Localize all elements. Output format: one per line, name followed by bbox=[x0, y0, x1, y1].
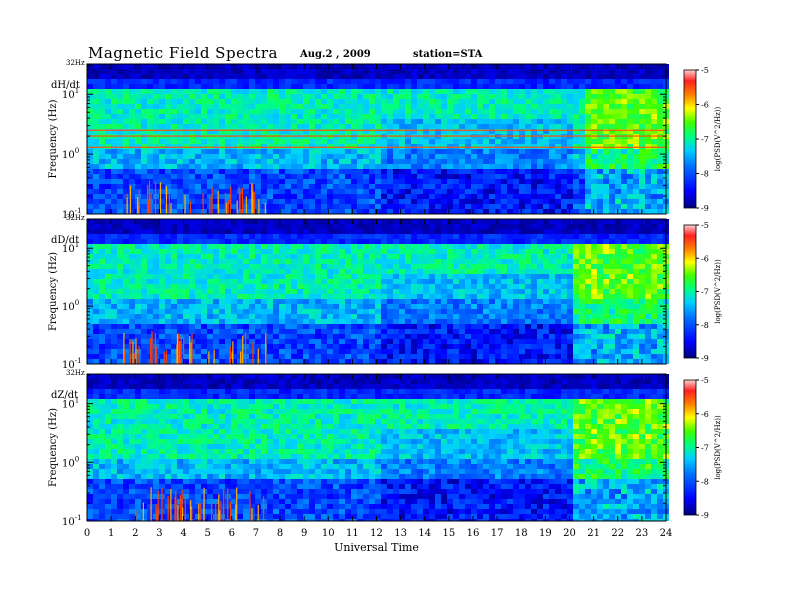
colorbar-label: log(PSD(V^2/Hz)) bbox=[714, 415, 722, 480]
x-tick-label: 15 bbox=[443, 528, 456, 539]
colorbar-tick-label: -8 bbox=[701, 170, 709, 179]
x-tick-label: 20 bbox=[563, 528, 576, 539]
colorbar-tick-label: -5 bbox=[701, 221, 709, 230]
spectrogram-cells bbox=[87, 64, 669, 214]
chart-title: Magnetic Field Spectra bbox=[88, 44, 278, 62]
colorbar-gradient bbox=[683, 379, 697, 516]
y-tick-label: 101 bbox=[62, 87, 79, 101]
y-tick-label: 10-1 bbox=[62, 514, 82, 528]
panel-label: dZ/dt bbox=[51, 390, 78, 401]
colorbar-tick-label: -6 bbox=[701, 254, 709, 263]
x-axis-label: Universal Time bbox=[334, 541, 419, 554]
x-tick-label: 21 bbox=[587, 528, 600, 539]
x-tick-label: 9 bbox=[301, 528, 307, 539]
x-tick-label: 22 bbox=[611, 528, 624, 539]
colorbar-tick-label: -6 bbox=[701, 410, 709, 419]
x-tick-label: 0 bbox=[84, 528, 90, 539]
y-tick-label: 100 bbox=[62, 147, 79, 161]
x-tick-label: 3 bbox=[156, 528, 162, 539]
y-axis-label: Frequency (Hz) bbox=[48, 99, 59, 178]
panel-label: dD/dt bbox=[51, 235, 79, 246]
y-top-label: 32Hz bbox=[66, 369, 85, 377]
colorbar-tick-label: -9 bbox=[701, 204, 709, 213]
y-tick-label: 10-1 bbox=[62, 207, 82, 221]
spectrogram-cells bbox=[87, 219, 669, 364]
colorbar-tick-label: -5 bbox=[701, 66, 709, 75]
y-top-label: 32Hz bbox=[66, 214, 85, 222]
colorbar-tick-label: -6 bbox=[701, 101, 709, 110]
x-tick-label: 23 bbox=[636, 528, 649, 539]
x-tick-label: 6 bbox=[229, 528, 235, 539]
y-tick-label: 100 bbox=[62, 455, 79, 469]
y-tick-label: 100 bbox=[62, 299, 79, 313]
x-tick-label: 5 bbox=[204, 528, 210, 539]
y-axis-label: Frequency (Hz) bbox=[48, 252, 59, 331]
x-tick-label: 1 bbox=[108, 528, 114, 539]
x-tick-label: 10 bbox=[322, 528, 335, 539]
x-tick-label: 11 bbox=[346, 528, 359, 539]
colorbar-tick-label: -9 bbox=[701, 511, 709, 520]
station-label: station=STA bbox=[413, 49, 483, 60]
colorbar-gradient bbox=[683, 224, 697, 359]
colorbar: -5 -6 -7 -8 -9 log(PSD(V^2/Hz)) bbox=[683, 221, 722, 363]
date-label: Aug.2 , 2009 bbox=[300, 49, 371, 60]
colorbar-tick-label: -8 bbox=[701, 321, 709, 330]
x-tick-label: 13 bbox=[394, 528, 407, 539]
panel-label: dH/dt bbox=[51, 80, 80, 91]
x-tick-label: 19 bbox=[539, 528, 552, 539]
colorbar-tick-label: -7 bbox=[701, 444, 709, 453]
colorbar-tick-label: -9 bbox=[701, 354, 709, 363]
colorbar: -5 -6 -7 -8 -9 log(PSD(V^2/Hz)) bbox=[683, 376, 722, 520]
x-tick-label: 7 bbox=[253, 528, 259, 539]
colorbar-gradient bbox=[683, 69, 697, 209]
spectrogram-cells bbox=[87, 374, 669, 521]
x-tick-label: 4 bbox=[180, 528, 186, 539]
y-tick-label: 10-1 bbox=[62, 357, 82, 371]
colorbar-tick-label: -5 bbox=[701, 376, 709, 385]
x-tick-label: 2 bbox=[132, 528, 138, 539]
colorbar-tick-label: -8 bbox=[701, 477, 709, 486]
y-axis-label: Frequency (Hz) bbox=[48, 408, 59, 487]
x-tick-label: 18 bbox=[515, 528, 528, 539]
x-tick-label: 16 bbox=[467, 528, 480, 539]
y-top-label: 32Hz bbox=[66, 59, 85, 67]
x-tick-label: 14 bbox=[418, 528, 431, 539]
colorbar-label: log(PSD(V^2/Hz)) bbox=[714, 259, 722, 324]
colorbar-label: log(PSD(V^2/Hz)) bbox=[714, 106, 722, 171]
x-tick-label: 12 bbox=[370, 528, 383, 539]
colorbar: -5 -6 -7 -8 -9 log(PSD(V^2/Hz)) bbox=[683, 66, 722, 213]
x-tick-label: 24 bbox=[660, 528, 673, 539]
y-tick-label: 101 bbox=[62, 241, 79, 255]
y-tick-label: 101 bbox=[62, 397, 79, 411]
x-tick-label: 17 bbox=[491, 528, 504, 539]
colorbar-tick-label: -7 bbox=[701, 288, 709, 297]
x-tick-label: 8 bbox=[277, 528, 283, 539]
colorbar-tick-label: -7 bbox=[701, 135, 709, 144]
